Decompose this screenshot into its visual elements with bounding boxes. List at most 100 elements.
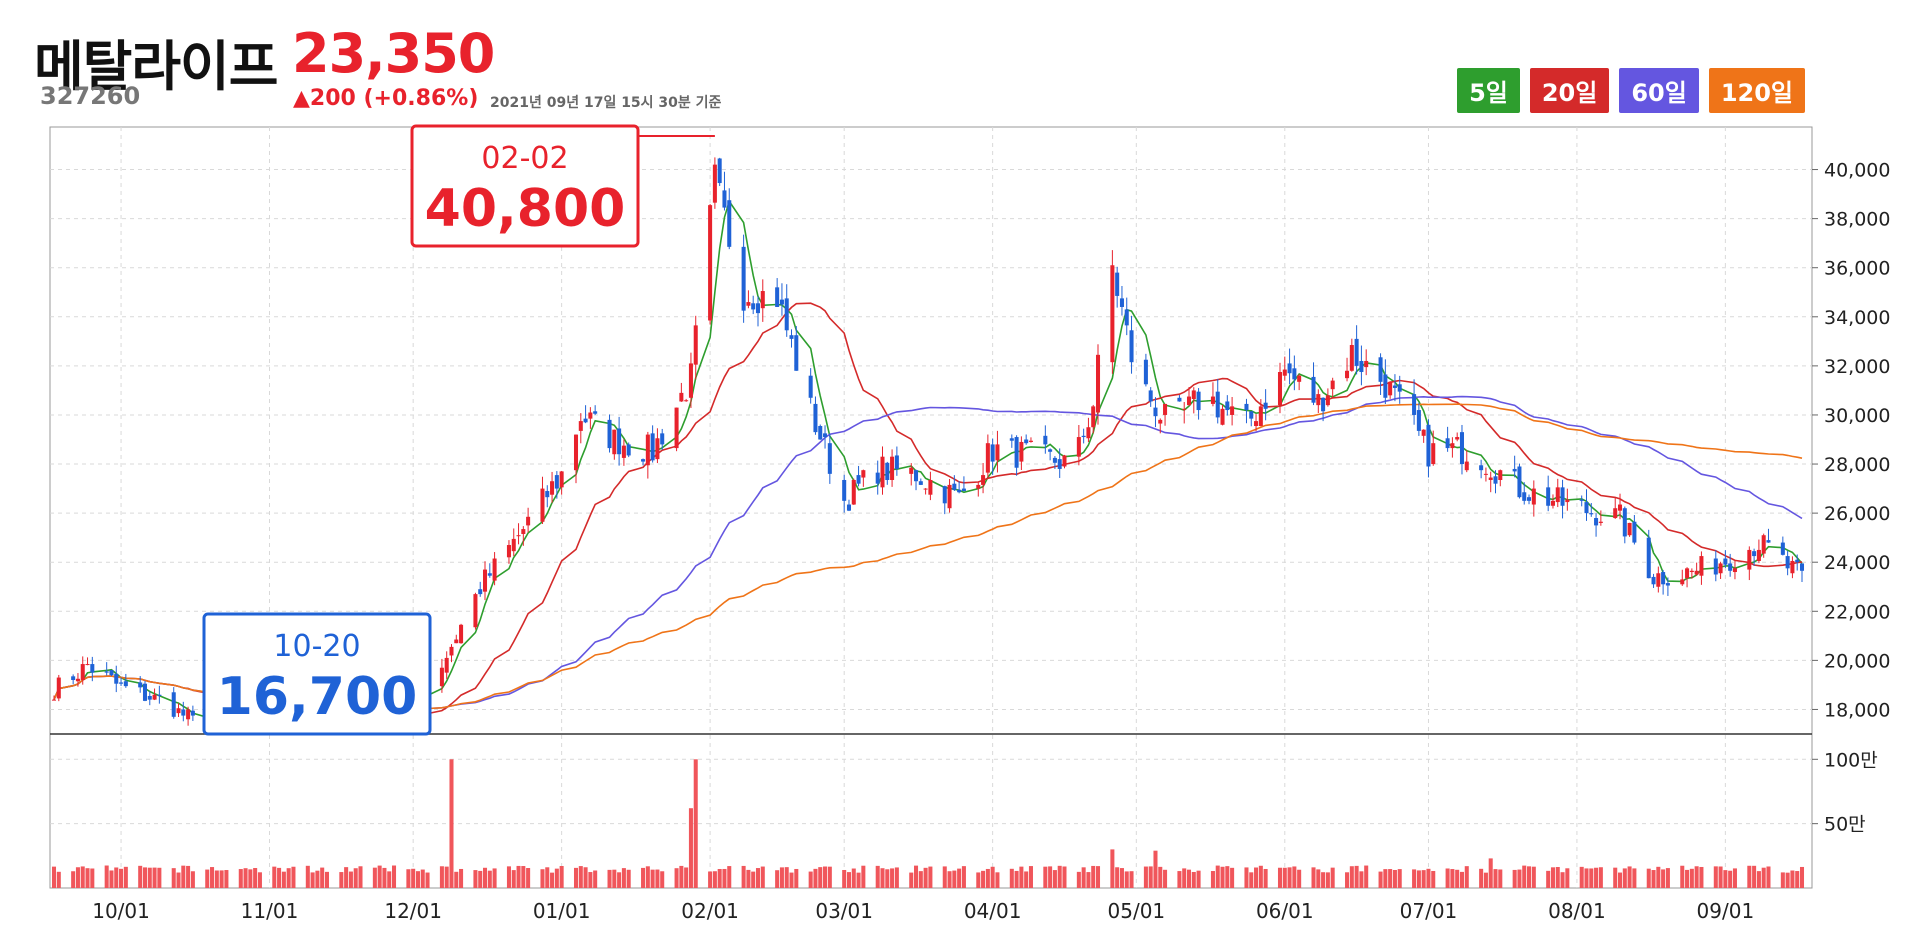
candle bbox=[1048, 449, 1053, 452]
volume-bar bbox=[248, 869, 253, 888]
y-tick-label: 20,000 bbox=[1824, 650, 1890, 672]
volume-bar bbox=[856, 872, 861, 888]
volume-bar bbox=[827, 866, 832, 888]
candle bbox=[1493, 476, 1498, 484]
ma5-toggle-button[interactable]: 5일 bbox=[1457, 68, 1520, 113]
volume-bar bbox=[526, 868, 531, 888]
candle bbox=[1321, 397, 1326, 412]
volume-bar bbox=[238, 869, 243, 888]
volume-bar bbox=[1297, 869, 1302, 888]
low-callout-box bbox=[202, 612, 432, 736]
volume-tick-label: 100만 bbox=[1824, 749, 1878, 771]
volume-bar bbox=[1799, 866, 1805, 888]
candle bbox=[1445, 438, 1450, 449]
volume-bar bbox=[1455, 869, 1460, 888]
candle bbox=[1330, 380, 1335, 390]
volume-bar bbox=[377, 865, 382, 888]
candle bbox=[923, 488, 928, 490]
candle bbox=[1766, 540, 1771, 543]
candle bbox=[171, 692, 176, 717]
candle bbox=[588, 412, 593, 419]
ma120-toggle-button[interactable]: 120일 bbox=[1708, 68, 1805, 113]
candle bbox=[655, 438, 660, 460]
current-price: 23,350 bbox=[292, 22, 495, 85]
volume-bar bbox=[976, 872, 981, 888]
volume-bar bbox=[1546, 870, 1551, 888]
candle bbox=[439, 667, 444, 687]
volume-bar bbox=[545, 867, 550, 888]
volume-bar bbox=[890, 868, 895, 888]
candle bbox=[1661, 572, 1666, 585]
volume-bar bbox=[324, 871, 329, 888]
volume-bar bbox=[1230, 867, 1235, 888]
candle bbox=[1555, 487, 1560, 503]
volume-bar bbox=[981, 870, 986, 888]
candle bbox=[621, 445, 626, 458]
candle bbox=[976, 484, 981, 489]
candle bbox=[808, 375, 813, 398]
volume-bar bbox=[1129, 871, 1134, 888]
ma20-toggle-button[interactable]: 20일 bbox=[1529, 68, 1610, 113]
volume-bar bbox=[1220, 866, 1225, 888]
volume-bar bbox=[1464, 866, 1469, 888]
moving-average-toggles: 5일 20일 60일 120일 bbox=[1457, 68, 1805, 113]
x-tick-label: 09/01 bbox=[1697, 899, 1755, 923]
volume-bar bbox=[1493, 869, 1498, 888]
candle bbox=[1747, 549, 1752, 570]
volume-bar bbox=[894, 867, 899, 888]
volume-bar bbox=[660, 871, 665, 888]
ma60-toggle-button[interactable]: 60일 bbox=[1619, 68, 1699, 113]
volume-bar bbox=[755, 868, 761, 888]
candle bbox=[1421, 429, 1426, 436]
candle bbox=[1723, 558, 1728, 565]
volume-bar bbox=[1598, 867, 1603, 888]
candle bbox=[851, 479, 856, 505]
volume-bar bbox=[1249, 872, 1254, 888]
volume-bar bbox=[80, 866, 85, 888]
high-callout-value: 40,800 bbox=[425, 179, 626, 239]
candle bbox=[578, 421, 583, 431]
candle bbox=[1124, 309, 1129, 326]
candle bbox=[660, 433, 665, 445]
volume-bar bbox=[808, 871, 813, 888]
candle bbox=[1019, 441, 1024, 462]
volume-bar bbox=[1330, 867, 1335, 888]
volume-bar bbox=[1622, 868, 1627, 888]
candle bbox=[1594, 518, 1599, 526]
volume-bar bbox=[1594, 867, 1599, 888]
volume-bar bbox=[387, 871, 392, 888]
volume-bar bbox=[1028, 866, 1033, 888]
volume-bar bbox=[439, 866, 444, 888]
volume-bar bbox=[626, 869, 631, 888]
volume-bar bbox=[1723, 870, 1728, 888]
volume-bar bbox=[1699, 866, 1704, 888]
candle bbox=[1220, 408, 1225, 425]
volume-bar bbox=[1282, 867, 1287, 888]
volume-bar bbox=[722, 868, 727, 888]
volume-bar bbox=[1215, 865, 1220, 888]
candle bbox=[573, 434, 579, 471]
volume-bar bbox=[1182, 868, 1187, 888]
volume-bar bbox=[147, 867, 152, 888]
candle bbox=[1024, 439, 1029, 444]
volume-bar bbox=[205, 869, 210, 888]
candle bbox=[75, 678, 80, 682]
candle bbox=[914, 470, 919, 482]
volume-bar bbox=[1555, 867, 1560, 888]
volume-bar bbox=[1254, 867, 1259, 888]
volume-bar bbox=[1766, 866, 1771, 888]
candle bbox=[1258, 406, 1263, 427]
candle bbox=[784, 298, 789, 331]
volume-bar bbox=[353, 868, 358, 888]
candle bbox=[119, 682, 124, 684]
candle bbox=[1565, 499, 1570, 503]
volume-bar bbox=[1790, 870, 1795, 888]
candle bbox=[617, 428, 622, 455]
candle bbox=[444, 657, 449, 673]
volume-bar bbox=[190, 871, 195, 888]
volume-bar bbox=[746, 869, 751, 888]
volume-bar bbox=[1359, 871, 1364, 888]
volume-bar bbox=[339, 872, 344, 888]
